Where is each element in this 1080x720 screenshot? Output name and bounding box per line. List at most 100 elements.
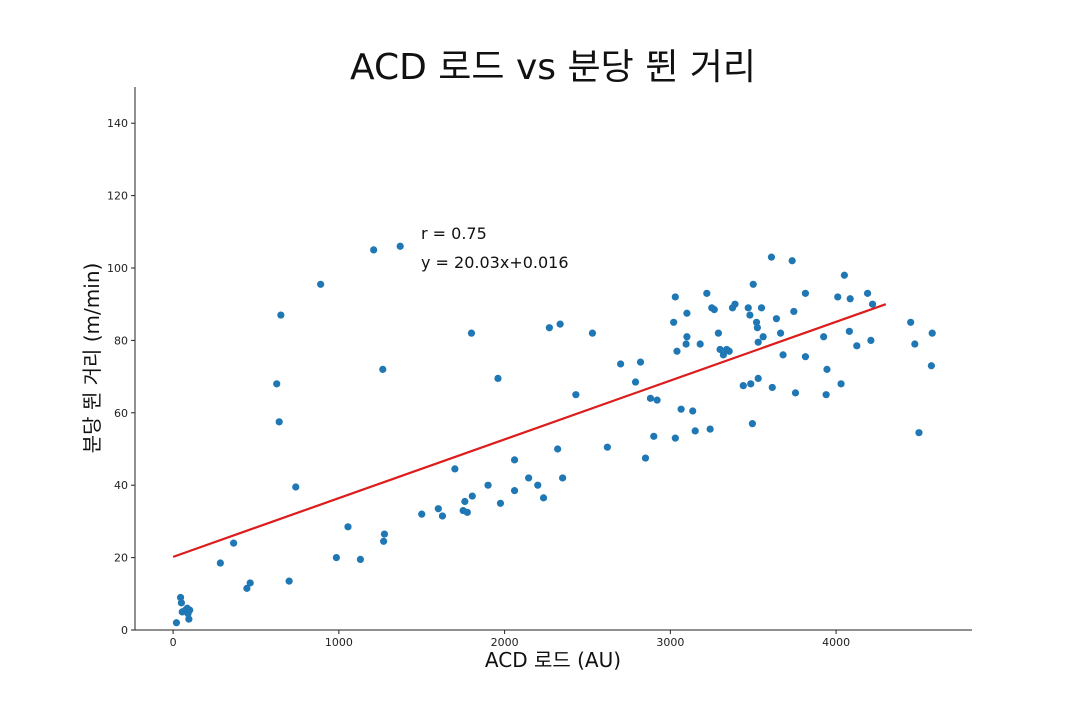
data-point [451, 465, 459, 473]
data-point [749, 280, 757, 288]
data-point [617, 360, 625, 368]
data-point [746, 311, 754, 319]
data-point [572, 391, 580, 399]
data-point [689, 407, 697, 415]
data-point [467, 329, 476, 337]
data-point [418, 510, 426, 518]
data-point [356, 555, 365, 564]
data-point [670, 318, 678, 326]
data-point [834, 293, 842, 301]
data-point [911, 340, 919, 348]
data-point [768, 383, 776, 392]
regression-equation-annotation: y = 20.03x+0.016 [421, 253, 569, 272]
y-tick-label: 0 [121, 624, 128, 637]
data-point [646, 394, 655, 402]
y-axis-ticks: 0 20 40 60 80 100 120 140 [107, 117, 135, 637]
data-point [868, 300, 877, 308]
data-point [434, 505, 442, 513]
data-point [463, 508, 471, 516]
data-point [759, 333, 767, 341]
data-point [754, 338, 762, 346]
data-point [691, 427, 699, 435]
data-point [703, 289, 711, 297]
data-point [344, 523, 352, 531]
data-point [461, 497, 469, 506]
data-point [177, 599, 186, 607]
data-point [791, 389, 800, 397]
data-point [277, 311, 285, 319]
data-point [671, 293, 679, 301]
data-point [285, 577, 293, 585]
data-point [496, 499, 505, 507]
data-point [846, 295, 854, 303]
data-point [468, 492, 476, 500]
data-point [752, 318, 761, 326]
data-point [186, 606, 194, 614]
data-point [673, 347, 681, 355]
data-point [317, 280, 325, 288]
y-axis-label: 분당 뛴 거리 (m/min) [80, 263, 104, 454]
data-point [744, 304, 752, 312]
data-point [510, 456, 519, 464]
data-point [748, 420, 756, 428]
data-point [650, 432, 658, 440]
data-point [710, 306, 718, 314]
data-point [907, 318, 915, 326]
data-point [820, 333, 828, 341]
data-point [636, 358, 645, 366]
data-point [653, 396, 661, 404]
data-point [801, 289, 810, 297]
x-tick-label: 3000 [656, 636, 684, 649]
data-point [757, 304, 766, 312]
data-point [534, 481, 542, 489]
data-point [379, 365, 387, 373]
data-point [683, 333, 691, 341]
data-point [776, 329, 785, 337]
data-point [725, 347, 733, 355]
data-point [823, 365, 831, 373]
data-point [380, 530, 389, 538]
data-point [772, 315, 781, 323]
data-point [779, 351, 787, 359]
axes-spines [134, 87, 972, 631]
data-point [753, 324, 761, 332]
data-point [292, 483, 300, 491]
data-point [840, 271, 848, 279]
data-point [790, 307, 798, 316]
data-point [275, 418, 283, 426]
data-point [788, 257, 796, 265]
data-point [230, 539, 238, 547]
data-point [719, 351, 727, 359]
data-point [677, 405, 685, 413]
data-point [176, 593, 185, 602]
data-point [438, 512, 447, 520]
data-point [837, 380, 845, 388]
y-tick-label: 140 [107, 117, 128, 130]
data-point [172, 619, 181, 627]
data-point [928, 329, 936, 337]
data-point [747, 380, 755, 388]
data-point [682, 340, 690, 348]
data-point [484, 481, 492, 489]
y-tick-label: 60 [114, 407, 128, 420]
data-point [525, 474, 533, 482]
data-point [332, 554, 340, 562]
y-tick-label: 20 [114, 552, 128, 565]
x-tick-label: 0 [170, 636, 177, 649]
y-tick-label: 100 [107, 262, 128, 275]
data-point [631, 378, 640, 386]
data-point [273, 380, 281, 388]
data-point [554, 445, 562, 453]
x-axis-ticks: 0 1000 2000 3000 4000 [170, 630, 850, 649]
x-axis-label: ACD 로드 (AU) [485, 648, 621, 672]
x-tick-label: 1000 [325, 636, 353, 649]
chart-title: ACD 로드 vs 분당 뛴 거리 [350, 47, 756, 88]
data-point [716, 345, 724, 354]
data-point [246, 579, 254, 587]
data-point [927, 362, 935, 370]
data-point [510, 487, 519, 495]
data-point [696, 340, 704, 348]
y-tick-label: 120 [107, 190, 128, 203]
data-point [915, 429, 923, 437]
data-point [588, 329, 597, 337]
